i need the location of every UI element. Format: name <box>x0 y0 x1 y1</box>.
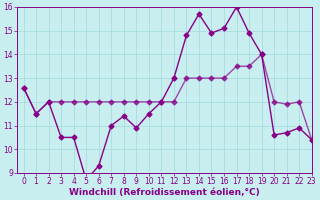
X-axis label: Windchill (Refroidissement éolien,°C): Windchill (Refroidissement éolien,°C) <box>69 188 260 197</box>
